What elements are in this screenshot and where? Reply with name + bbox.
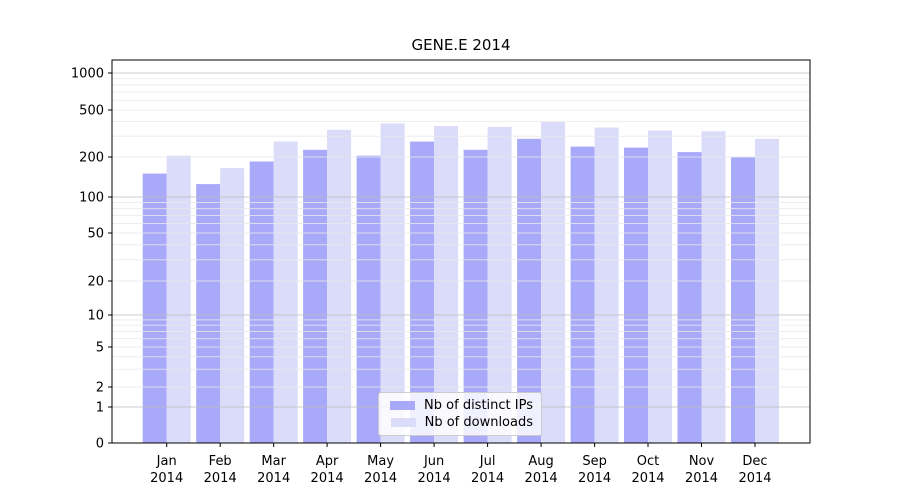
bar-distinct-ips <box>356 155 381 443</box>
bar-distinct-ips <box>196 184 221 443</box>
bar-distinct-ips <box>570 146 595 443</box>
x-tick-label: Aug 2014 <box>525 454 558 486</box>
bar-distinct-ips <box>303 149 328 444</box>
legend-label-downloads: Nb of downloads <box>424 415 533 431</box>
bar-downloads <box>380 123 405 444</box>
bar-downloads <box>327 129 352 444</box>
bar-downloads <box>166 155 191 443</box>
bar-downloads <box>755 138 779 444</box>
y-tick-label: 5 <box>96 341 104 356</box>
legend: Nb of distinct IPs Nb of downloads <box>378 392 542 436</box>
x-tick-label: Feb 2014 <box>204 454 237 486</box>
y-tick-label: 1 <box>96 401 104 416</box>
bar-distinct-ips <box>677 152 702 443</box>
x-tick-label: Nov 2014 <box>685 454 718 486</box>
y-tick-label: 10 <box>87 309 104 324</box>
y-tick-label: 50 <box>87 227 104 242</box>
bar-downloads <box>701 131 726 444</box>
x-tick-label: May 2014 <box>364 454 397 486</box>
y-tick-label: 2 <box>96 381 104 396</box>
x-tick-label: Oct 2014 <box>631 454 664 486</box>
legend-item-distinct-ips: Nb of distinct IPs <box>386 397 533 414</box>
bar-downloads <box>487 126 512 444</box>
bar-distinct-ips <box>249 161 274 443</box>
bar-downloads <box>434 126 459 443</box>
x-tick-label: Jan 2014 <box>150 454 183 486</box>
x-tick-label: Dec 2014 <box>738 454 771 486</box>
y-tick-label: 100 <box>79 191 104 206</box>
x-tick-label: Mar 2014 <box>257 454 290 486</box>
legend-item-downloads: Nb of downloads <box>386 414 533 431</box>
y-tick-label: 20 <box>87 275 104 290</box>
plot-border <box>111 59 811 444</box>
bar-downloads <box>273 141 298 443</box>
bar-distinct-ips <box>731 157 755 443</box>
y-tick-label: 200 <box>79 151 104 166</box>
bar-downloads <box>541 122 566 443</box>
x-tick-label: Jun 2014 <box>418 454 451 486</box>
legend-label-distinct-ips: Nb of distinct IPs <box>424 397 533 413</box>
legend-swatch-downloads <box>390 418 416 428</box>
y-tick-label: 500 <box>79 104 104 119</box>
bar-distinct-ips <box>624 147 648 443</box>
bar-distinct-ips <box>142 173 167 443</box>
bar-downloads <box>648 130 672 443</box>
bar-downloads <box>220 168 245 443</box>
x-tick-label: Apr 2014 <box>311 454 344 486</box>
axes-layer: 0 1 2 5 10 20 50 100 200 500 1000 Jan 2014 Feb 2014 Mar… <box>71 59 811 486</box>
chart-title: GENE.E 2014 <box>412 36 511 54</box>
y-tick-label: 1000 <box>71 67 104 82</box>
legend-swatch-distinct-ips <box>390 400 416 410</box>
y-tick-label: 0 <box>96 437 104 452</box>
bar-downloads <box>594 127 619 443</box>
x-tick-label: Jul 2014 <box>471 454 504 486</box>
x-tick-label: Sep 2014 <box>578 454 611 486</box>
